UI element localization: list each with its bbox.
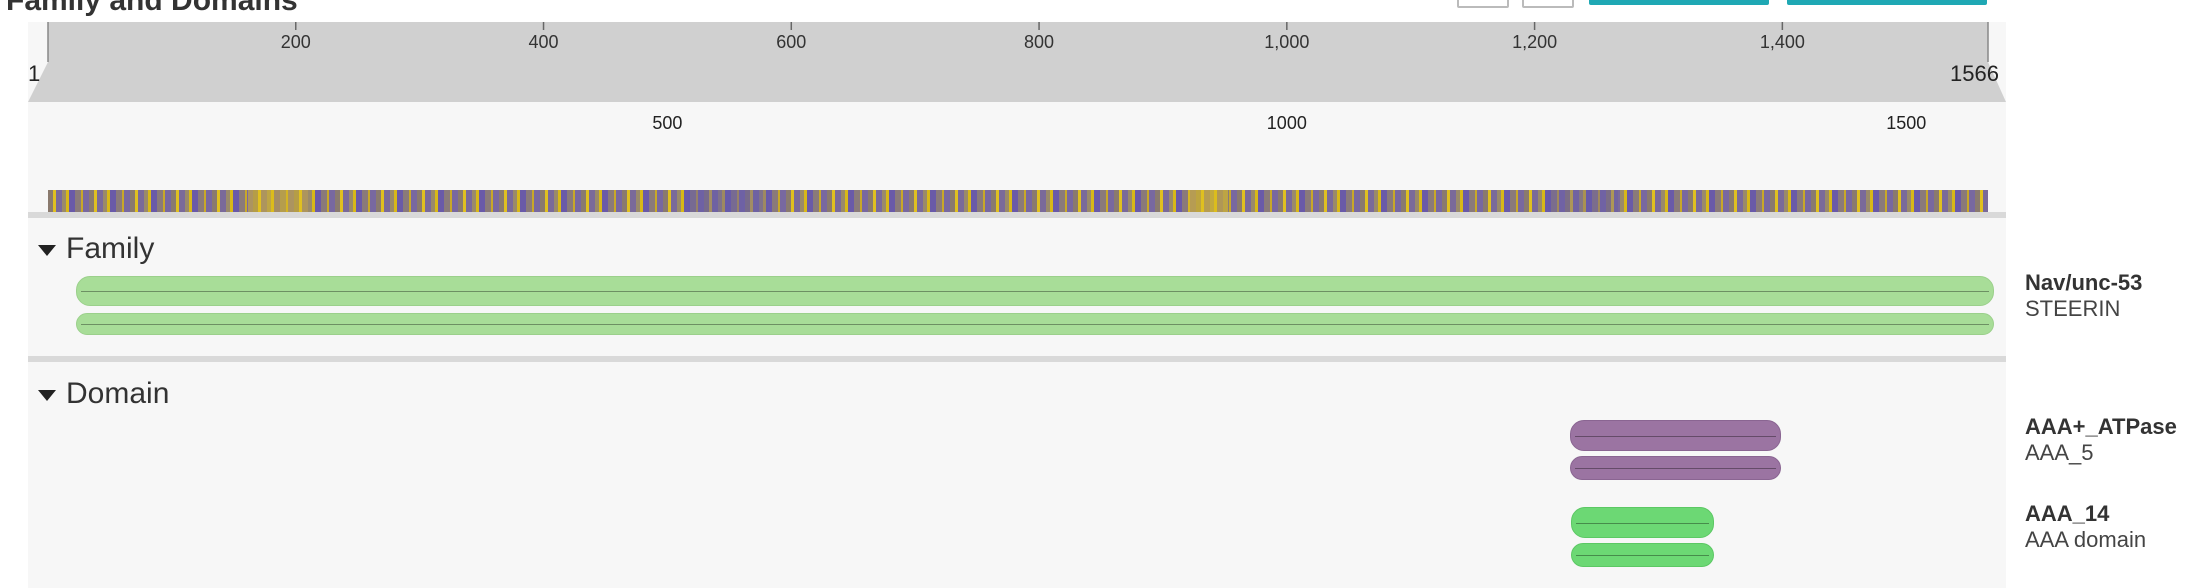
- page-title: Family and Domains: [6, 0, 298, 17]
- domain-feature-aaa-atpase[interactable]: [1570, 420, 1781, 451]
- range-start-label: 1: [28, 61, 41, 86]
- sequence-conservation-track[interactable]: [48, 190, 1988, 212]
- domain-accession-link[interactable]: AAA_14: [2025, 501, 2110, 526]
- domain-feature-aaa-5[interactable]: [1570, 456, 1781, 480]
- settings-button[interactable]: [1787, 0, 1987, 5]
- scale-tick-label: 1000: [1267, 113, 1307, 133]
- family-label: Nav/unc-53 STEERIN: [2025, 270, 2142, 322]
- ruler-tick-label: 1,200: [1512, 32, 1557, 52]
- toolbar: Family and Domains: [0, 0, 2209, 22]
- family-feature-steerin[interactable]: [76, 313, 1994, 335]
- section-divider: [28, 356, 2006, 362]
- family-feature-nav-unc-53[interactable]: [76, 276, 1994, 306]
- ruler-tick-label: 800: [1024, 32, 1054, 52]
- domain-section-title: Domain: [66, 377, 170, 410]
- ruler-tick-label: 1,000: [1264, 32, 1309, 52]
- domain-name: AAA domain: [2025, 527, 2147, 552]
- download-button[interactable]: [1589, 0, 1769, 5]
- navigation-ruler[interactable]: 200 400 600 800 1,000 1,200 1,400: [28, 22, 2006, 102]
- ruler-tick-label: 400: [529, 32, 559, 52]
- range-end-label: 1566: [1950, 61, 1999, 86]
- section-divider: [28, 212, 2006, 218]
- family-section-title: Family: [66, 232, 155, 265]
- ruler-tick-label: 600: [776, 32, 806, 52]
- domain-section-toggle[interactable]: Domain: [38, 377, 169, 411]
- family-name: STEERIN: [2025, 296, 2121, 321]
- collapse-caret-icon: [38, 389, 56, 401]
- domain-accession-link[interactable]: AAA+_ATPase: [2025, 414, 2177, 439]
- zoom-in-button[interactable]: [1522, 0, 1574, 8]
- zoom-out-button[interactable]: [1457, 0, 1509, 8]
- collapse-caret-icon: [38, 244, 56, 256]
- domain-feature-aaa-domain[interactable]: [1571, 543, 1714, 567]
- domain-label-aaa-atpase: AAA+_ATPase AAA_5: [2025, 414, 2177, 466]
- ruler-tick-label: 1,400: [1760, 32, 1805, 52]
- domain-name: AAA_5: [2025, 440, 2094, 465]
- family-section-toggle[interactable]: Family: [38, 232, 154, 266]
- zoom-window[interactable]: [28, 62, 2006, 102]
- ruler-tick-label: 200: [281, 32, 311, 52]
- sequence-scale: 500 1000 1500: [652, 113, 1926, 133]
- ruler-band: [48, 22, 1988, 62]
- domain-feature-aaa-14[interactable]: [1571, 507, 1714, 538]
- family-accession-link[interactable]: Nav/unc-53: [2025, 270, 2143, 295]
- scale-tick-label: 1500: [1886, 113, 1926, 133]
- scale-tick-label: 500: [652, 113, 682, 133]
- domain-label-aaa-14: AAA_14 AAA domain: [2025, 501, 2146, 553]
